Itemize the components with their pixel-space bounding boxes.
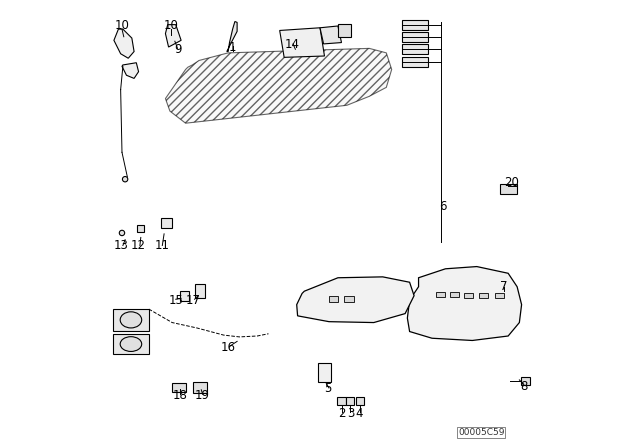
Ellipse shape [120, 337, 141, 351]
Bar [402, 57, 428, 67]
Text: 10: 10 [115, 19, 129, 33]
Bar [318, 363, 331, 382]
Polygon shape [113, 334, 149, 354]
Polygon shape [280, 28, 324, 57]
Text: 19: 19 [195, 388, 210, 402]
Polygon shape [113, 309, 149, 331]
Text: 13: 13 [113, 239, 128, 252]
Bar [402, 20, 428, 30]
Polygon shape [122, 63, 139, 78]
Bar [402, 44, 428, 54]
Bar [193, 382, 207, 393]
Bar [161, 218, 172, 228]
Polygon shape [227, 22, 237, 52]
Text: 6: 6 [440, 199, 447, 213]
Text: 4: 4 [356, 406, 363, 420]
Polygon shape [297, 277, 414, 323]
Ellipse shape [120, 312, 141, 328]
Bar [436, 292, 445, 297]
Bar [195, 284, 205, 298]
Bar [328, 296, 339, 302]
Text: 3: 3 [347, 406, 354, 420]
Bar [479, 293, 488, 298]
Bar [172, 383, 186, 392]
Bar [402, 32, 428, 42]
Polygon shape [320, 26, 342, 44]
Polygon shape [165, 48, 392, 123]
Bar [337, 397, 346, 405]
Text: 20: 20 [504, 176, 519, 190]
Text: 10: 10 [164, 19, 179, 33]
Ellipse shape [122, 177, 128, 182]
Bar [450, 292, 459, 297]
Text: 8: 8 [520, 379, 527, 393]
Text: 12: 12 [131, 239, 146, 252]
Text: 00005C59: 00005C59 [458, 428, 504, 437]
Text: 1: 1 [229, 40, 236, 54]
Text: 17: 17 [186, 293, 201, 307]
Polygon shape [165, 25, 181, 47]
Ellipse shape [119, 230, 125, 236]
Bar [137, 225, 145, 232]
Bar [346, 397, 355, 405]
Text: 18: 18 [173, 388, 188, 402]
Bar [180, 291, 189, 301]
Text: 15: 15 [168, 293, 183, 307]
Bar [521, 377, 530, 385]
Bar [356, 397, 364, 405]
Text: 2: 2 [338, 406, 345, 420]
Text: 9: 9 [174, 43, 181, 56]
Bar [500, 184, 516, 194]
Polygon shape [114, 29, 134, 58]
Polygon shape [407, 267, 522, 340]
Text: 5: 5 [324, 382, 332, 396]
Bar [339, 24, 351, 37]
Bar [344, 296, 354, 302]
Text: 14: 14 [285, 38, 300, 52]
Bar [464, 293, 473, 298]
Text: 7: 7 [500, 280, 508, 293]
Bar [495, 293, 504, 298]
Text: 11: 11 [155, 239, 170, 252]
Text: 16: 16 [221, 340, 236, 354]
